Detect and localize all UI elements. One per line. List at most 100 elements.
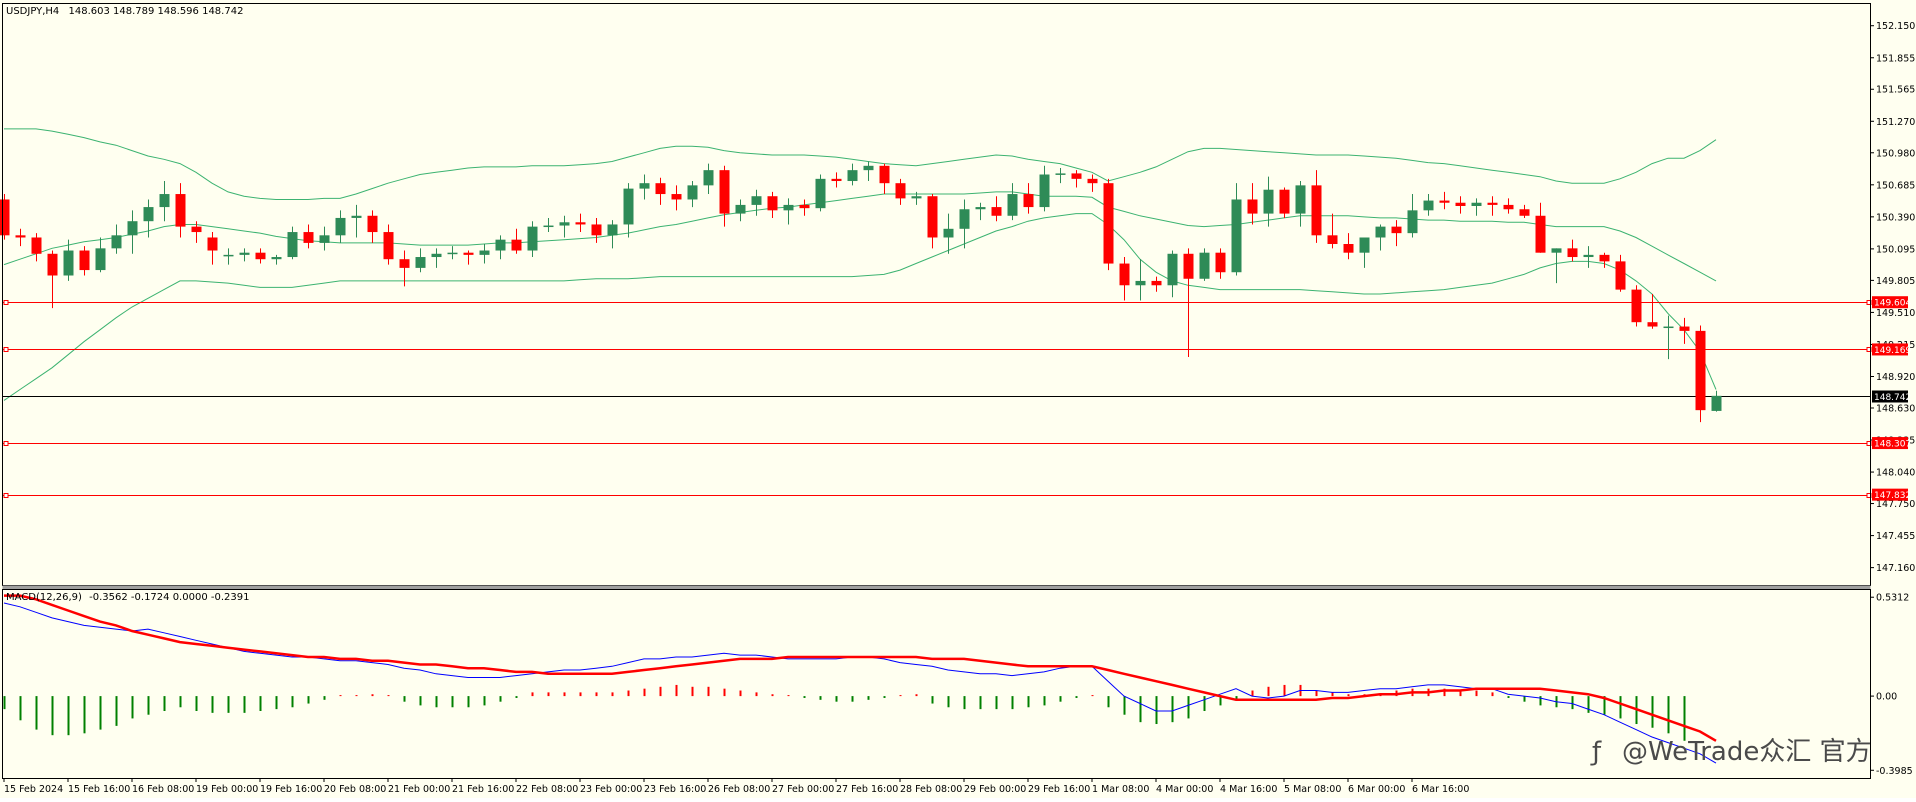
- candle: [1327, 213, 1338, 249]
- candle: [1455, 196, 1466, 214]
- macd-tick-label: 0.00: [1876, 692, 1897, 703]
- candle-body: [735, 204, 746, 214]
- candle: [623, 183, 634, 238]
- candle-body: [1359, 237, 1370, 253]
- candle-body: [1215, 252, 1226, 273]
- watermark-text: @WeTrade众汇 官方: [1622, 737, 1872, 767]
- time-tick-label: 20 Feb 08:00: [324, 784, 386, 795]
- candle-body: [1183, 253, 1194, 279]
- candle-body: [1423, 200, 1434, 211]
- candle: [1151, 276, 1162, 292]
- candle-body: [319, 235, 330, 243]
- pane-separator[interactable]: [2, 585, 1871, 590]
- candle: [1359, 237, 1370, 268]
- candle: [1647, 293, 1658, 329]
- candle-body: [1663, 326, 1674, 329]
- macd-indicator: 0.5312 0.00 -0.3985: [3, 593, 1913, 777]
- candle-body: [1439, 200, 1450, 203]
- candle: [367, 210, 378, 243]
- candle: [927, 194, 938, 249]
- candle: [415, 248, 426, 273]
- candle: [303, 224, 314, 249]
- candle: [463, 250, 474, 265]
- candle-body: [415, 257, 426, 268]
- horizontal-levels[interactable]: [3, 300, 1872, 498]
- candle-body: [95, 248, 106, 271]
- candle: [991, 196, 1002, 222]
- price-tick-label: 150.390: [1876, 212, 1915, 223]
- candle-body: [911, 196, 922, 199]
- candle-body: [1327, 235, 1338, 245]
- candle-body: [927, 196, 938, 238]
- time-tick-label: 29 Feb 00:00: [964, 784, 1026, 795]
- macd-values: -0.3562 -0.1724 0.0000 -0.2391: [89, 592, 249, 603]
- candle-body: [991, 207, 1002, 216]
- candle: [1551, 248, 1562, 284]
- level-handle-3[interactable]: [3, 441, 9, 446]
- candle: [767, 191, 778, 218]
- current-price-label: 148.742: [1874, 393, 1911, 403]
- candle-body: [1551, 248, 1562, 253]
- candle: [0, 194, 10, 240]
- level-price-label: 149.169: [1874, 346, 1911, 356]
- macd-signal-line: [4, 594, 1717, 742]
- candle: [639, 174, 650, 200]
- candle-body: [271, 257, 282, 260]
- symbol-header: USDJPY,H4 148.603 148.789 148.596 148.74…: [6, 6, 243, 17]
- level-handle-1[interactable]: [3, 300, 9, 305]
- time-tick-label: 1 Mar 08:00: [1092, 784, 1149, 795]
- candle: [863, 161, 874, 182]
- candle-body: [383, 232, 394, 260]
- candle-body: [959, 209, 970, 229]
- candle-body: [863, 165, 874, 171]
- price-tick-label: 150.980: [1876, 148, 1915, 159]
- candle: [1247, 183, 1258, 225]
- candle: [1615, 254, 1626, 292]
- candle: [111, 224, 122, 254]
- candle: [399, 250, 410, 287]
- candle-body: [431, 253, 442, 258]
- level-price-tag: [1872, 488, 1908, 501]
- candle-body: [831, 178, 842, 182]
- candle-body: [1487, 202, 1498, 205]
- candle-body: [1455, 202, 1466, 206]
- candle-body: [351, 215, 362, 218]
- candle-body: [1471, 202, 1482, 206]
- candle-body: [367, 215, 378, 233]
- candle: [479, 244, 490, 264]
- candle: [79, 246, 90, 276]
- candle: [1231, 183, 1242, 276]
- time-tick-label: 23 Feb 00:00: [580, 784, 642, 795]
- time-tick-label: 23 Feb 16:00: [644, 784, 706, 795]
- level-handle-2[interactable]: [3, 347, 9, 352]
- candle-body: [543, 225, 554, 228]
- price-tick-label: 147.750: [1876, 499, 1915, 510]
- candle: [703, 163, 714, 195]
- candle-body: [1055, 173, 1066, 175]
- level-price-tag: [1872, 296, 1908, 309]
- candle-body: [799, 204, 810, 209]
- candle: [1135, 259, 1146, 301]
- candle-body: [127, 221, 138, 236]
- candle-body: [1199, 252, 1210, 279]
- watermark-icon: ƒ: [1590, 737, 1602, 767]
- time-tick-label: 21 Feb 16:00: [452, 784, 514, 795]
- watermark: ƒ @WeTrade众汇 官方: [1590, 737, 1872, 767]
- candle: [1471, 198, 1482, 216]
- candle: [1039, 165, 1050, 212]
- candle-body: [1599, 254, 1610, 262]
- candle: [975, 202, 986, 221]
- candle-body: [943, 228, 954, 238]
- candle-body: [1679, 326, 1690, 331]
- candlesticks: [0, 161, 1722, 423]
- candle: [847, 163, 858, 186]
- candle: [319, 226, 330, 251]
- level-handle-4[interactable]: [3, 493, 9, 498]
- candle-body: [1167, 253, 1178, 286]
- candle: [1679, 317, 1690, 344]
- candle-body: [719, 170, 730, 214]
- candle-body: [1263, 189, 1274, 214]
- candle: [31, 233, 42, 262]
